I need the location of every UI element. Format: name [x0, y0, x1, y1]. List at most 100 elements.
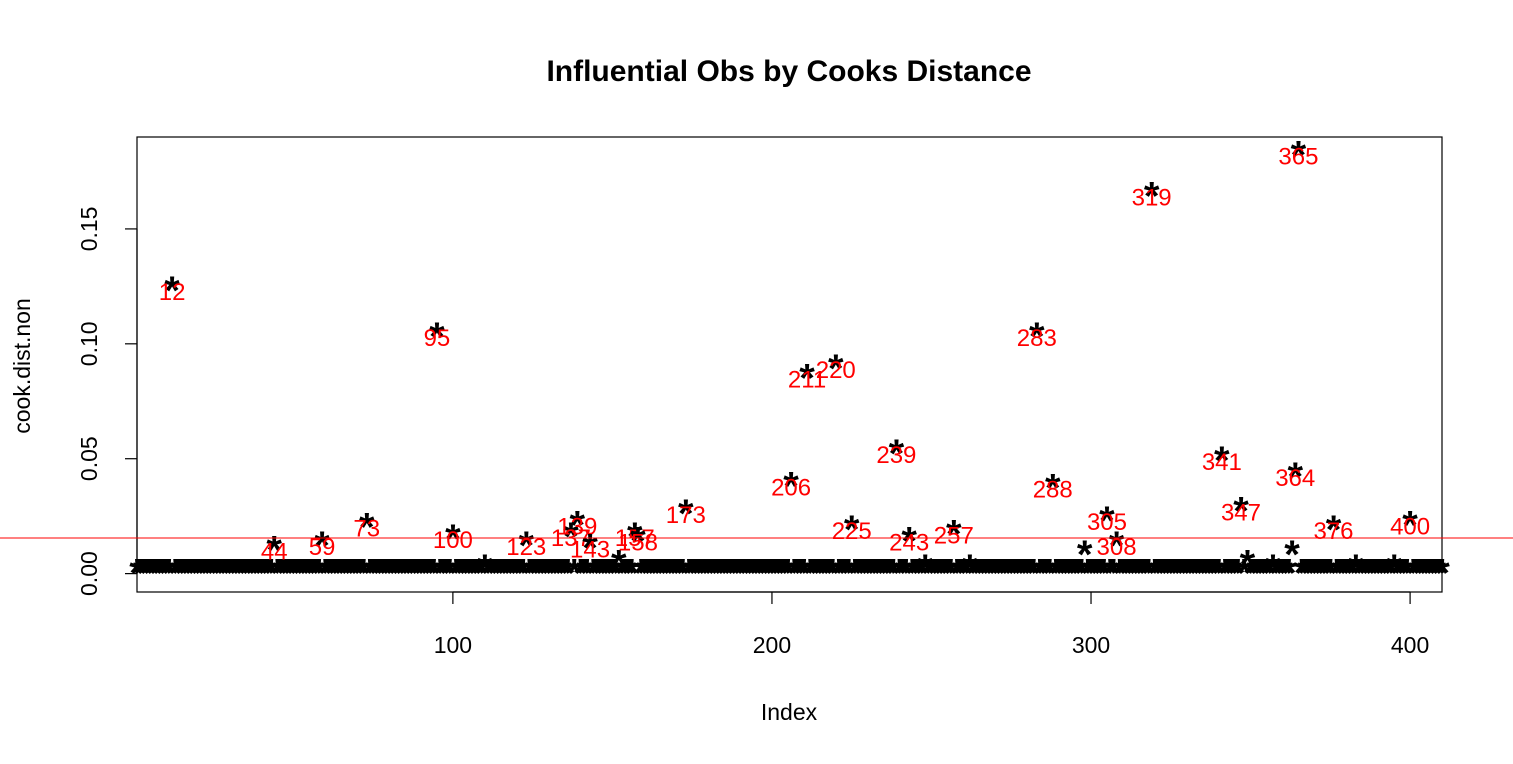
point-marker: * [509, 552, 525, 596]
point-marker: * [436, 552, 452, 596]
point-marker: * [860, 552, 876, 596]
point-marker: * [713, 552, 729, 596]
point-marker: * [691, 552, 707, 596]
x-axis: 100 200 300 400 [434, 591, 1429, 658]
point-marker: * [557, 552, 573, 596]
point-marker: * [1364, 552, 1380, 596]
point-marker: * [790, 552, 806, 596]
point-marker: * [972, 552, 988, 596]
point-marker: * [914, 552, 930, 596]
point-marker: * [981, 552, 997, 596]
point-marker: * [199, 552, 215, 596]
influential-points: *12*44 *59 *73*95*100 *123 *137*139*143 *157*… [159, 133, 1430, 572]
point-label: 143 [570, 536, 610, 563]
point-label: 59 [309, 534, 336, 561]
point-marker: * [404, 552, 420, 596]
point-marker: * [292, 552, 308, 596]
point-marker: * [688, 552, 704, 596]
point-marker: * [949, 552, 965, 596]
point-marker: * [167, 552, 183, 596]
point-marker: * [1326, 508, 1342, 552]
point-marker: * [1010, 552, 1026, 596]
point-marker: * [637, 552, 653, 596]
y-axis-title: cook.dist.non [9, 298, 35, 434]
point-marker: * [550, 552, 566, 596]
point-marker: * [984, 552, 1000, 596]
point-marker: * [1090, 552, 1106, 596]
point-marker: * [1361, 552, 1377, 596]
point-marker: * [212, 552, 228, 596]
point-marker: * [1342, 552, 1358, 596]
point-label: 139 [557, 513, 597, 540]
point-marker: * [1307, 552, 1323, 596]
point-marker: * [930, 552, 946, 596]
point-marker: * [793, 552, 809, 596]
point-marker: * [353, 552, 369, 596]
point-marker: * [672, 552, 688, 596]
point-marker: * [822, 552, 838, 596]
point-marker: * [286, 552, 302, 596]
point-marker: * [1013, 552, 1029, 596]
point-marker: * [1131, 552, 1147, 596]
point-marker: * [927, 552, 943, 596]
point-marker: * [1294, 552, 1310, 596]
point-marker: * [518, 524, 534, 568]
point-marker: * [534, 552, 550, 596]
point-marker: * [295, 552, 311, 596]
point-marker: * [302, 552, 318, 596]
point-marker: * [231, 552, 247, 596]
point-marker: * [461, 552, 477, 596]
point-marker: * [480, 552, 496, 596]
point-marker: * [633, 552, 649, 596]
point-marker: * [946, 513, 962, 557]
point-marker: * [1230, 552, 1246, 596]
point-marker: * [959, 552, 975, 596]
point-marker: * [1137, 552, 1153, 596]
point-marker: * [806, 552, 822, 596]
point-marker: * [735, 552, 751, 596]
point-marker: * [1393, 552, 1409, 596]
point-marker: * [1080, 552, 1096, 596]
point-marker: * [161, 552, 177, 596]
point-marker: * [710, 552, 726, 596]
point-marker: * [327, 552, 343, 596]
point-marker: * [254, 552, 270, 596]
point-marker: * [799, 356, 815, 400]
point-marker: * [968, 552, 984, 596]
point-label: 95 [424, 325, 451, 352]
point-marker: * [429, 315, 445, 359]
point-marker: * [831, 552, 847, 596]
point-marker: * [164, 269, 180, 313]
point-marker: * [758, 552, 774, 596]
point-marker: * [410, 552, 426, 596]
point-marker: * [739, 552, 755, 596]
point-marker: * [413, 552, 429, 596]
point-label: 243 [889, 529, 929, 556]
point-marker: * [841, 552, 857, 596]
point-marker: * [908, 552, 924, 596]
point-marker: * [745, 552, 761, 596]
point-marker: * [442, 552, 458, 596]
point-marker: * [365, 552, 381, 596]
point-marker: * [308, 552, 324, 596]
point-marker: * [1345, 552, 1361, 596]
point-marker: * [608, 552, 624, 596]
point-marker: * [136, 552, 152, 596]
point-marker: * [349, 552, 365, 596]
point-marker: * [276, 552, 292, 596]
point-marker: * [723, 552, 739, 596]
point-marker: * [1102, 552, 1118, 596]
point-marker: * [589, 552, 605, 596]
point-marker: * [940, 552, 956, 596]
point-marker: * [767, 552, 783, 596]
point-label: 376 [1313, 518, 1353, 545]
point-marker: * [563, 515, 579, 559]
point-marker: * [1029, 315, 1045, 359]
point-marker: * [451, 552, 467, 596]
point-marker: * [343, 552, 359, 596]
point-marker: * [244, 552, 260, 596]
point-marker: * [988, 552, 1004, 596]
point-marker: * [1157, 552, 1173, 596]
point-marker: * [503, 552, 519, 596]
point-marker: * [340, 552, 356, 596]
